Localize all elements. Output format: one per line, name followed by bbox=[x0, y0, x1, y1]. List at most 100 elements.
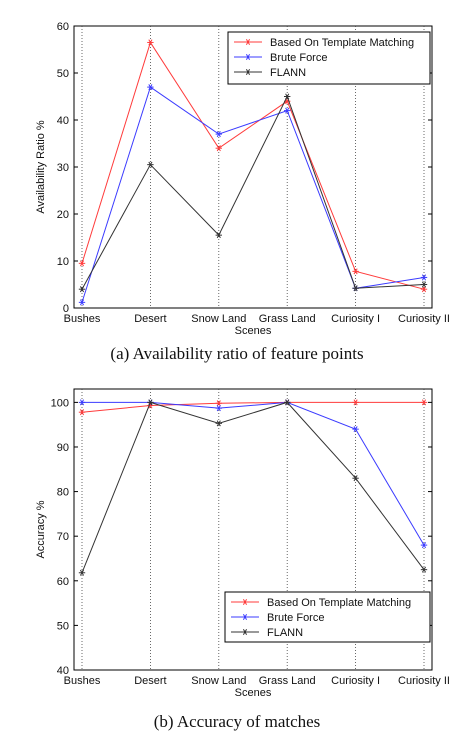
legend-marker bbox=[241, 613, 249, 621]
legend-entry: Brute Force bbox=[270, 52, 327, 64]
y-tick-label: 80 bbox=[57, 487, 69, 499]
series-line bbox=[81, 401, 424, 413]
data-point-marker bbox=[78, 569, 86, 576]
marker-stroke bbox=[148, 161, 153, 168]
accuracy-chart-panel: Bushes Desert Snow Land Grass Land Curiosity… bbox=[0, 375, 474, 750]
data-point-marker bbox=[352, 268, 359, 275]
data-point-marker bbox=[420, 281, 428, 288]
y-tick-label: 10 bbox=[57, 256, 69, 268]
marker-stroke bbox=[79, 569, 85, 576]
data-point-marker bbox=[215, 420, 222, 427]
marker-stroke bbox=[421, 281, 427, 288]
series-line bbox=[81, 41, 425, 290]
marker-stroke bbox=[353, 426, 358, 433]
marker-stroke bbox=[353, 268, 358, 275]
accuracy-chart-caption: (b) Accuracy of matches bbox=[153, 712, 321, 731]
data-point-marker bbox=[147, 161, 154, 168]
x-tick-label: Desert bbox=[134, 313, 166, 325]
data-point-marker bbox=[420, 274, 428, 281]
marker-stroke bbox=[353, 399, 358, 406]
data-point-marker bbox=[284, 399, 291, 406]
marker-stroke bbox=[245, 68, 251, 76]
marker-stroke bbox=[421, 566, 427, 573]
availability-chart-panel: Bushes Desert Snow Land Grass Land Curiosity… bbox=[0, 0, 474, 370]
legend: Based On Template Matching Brute Force FLA… bbox=[224, 591, 431, 643]
marker-stroke bbox=[148, 39, 153, 46]
data-point-marker bbox=[147, 39, 154, 46]
availability-chart-caption: (a) Availability ratio of feature points bbox=[110, 344, 364, 363]
data-point-marker bbox=[215, 131, 222, 138]
marker-stroke bbox=[79, 409, 85, 416]
series-line bbox=[81, 401, 425, 573]
data-point-marker bbox=[78, 286, 86, 293]
data-point-marker bbox=[420, 542, 428, 549]
y-tick-label: 20 bbox=[57, 209, 69, 221]
data-point-marker bbox=[352, 399, 359, 406]
data-point-marker bbox=[215, 232, 222, 239]
x-tick-label: Curiosity II bbox=[398, 675, 450, 687]
marker-stroke bbox=[353, 285, 358, 292]
x-tick-label: Desert bbox=[134, 675, 166, 687]
legend-marker bbox=[244, 38, 252, 46]
legend-entry: Based On Template Matching bbox=[267, 597, 411, 609]
y-tick-label: 60 bbox=[57, 21, 69, 33]
series-line bbox=[81, 86, 425, 303]
data-point-marker bbox=[147, 84, 154, 91]
series-line bbox=[82, 401, 425, 546]
marker-stroke bbox=[285, 107, 290, 114]
legend-entry: Based On Template Matching bbox=[270, 37, 414, 49]
accuracy-chart: Bushes Desert Snow Land Grass Land Curiosity… bbox=[35, 388, 450, 699]
legend-marker bbox=[244, 53, 252, 61]
x-tick-label: Curiosity I bbox=[331, 675, 380, 687]
marker-stroke bbox=[353, 475, 358, 482]
x-tick-label: Curiosity I bbox=[331, 313, 380, 325]
marker-stroke bbox=[242, 598, 248, 606]
x-tick-label: Grass Land bbox=[259, 313, 316, 325]
marker-stroke bbox=[285, 93, 290, 100]
y-tick-label: 50 bbox=[57, 620, 69, 632]
data-point-marker bbox=[215, 145, 222, 152]
data-point-marker bbox=[352, 475, 359, 482]
marker-stroke bbox=[245, 38, 251, 46]
x-tick-label: Snow Land bbox=[191, 313, 246, 325]
data-point-marker bbox=[215, 400, 222, 407]
marker-stroke bbox=[79, 286, 85, 293]
legend-box bbox=[227, 31, 431, 85]
series-line bbox=[81, 95, 425, 290]
legend-entry: FLANN bbox=[267, 627, 303, 639]
legend-marker bbox=[244, 68, 252, 76]
marker-stroke bbox=[216, 131, 221, 138]
marker-stroke bbox=[421, 274, 427, 281]
marker-stroke bbox=[79, 399, 85, 406]
data-point-marker bbox=[78, 399, 86, 406]
legend: Based On Template Matching Brute Force FLA… bbox=[227, 31, 431, 85]
data-point-marker bbox=[78, 299, 86, 306]
marker-stroke bbox=[148, 84, 153, 91]
x-tick-label: Curiosity II bbox=[398, 313, 450, 325]
data-point-marker bbox=[215, 405, 222, 412]
legend-marker bbox=[241, 598, 249, 606]
y-tick-label: 100 bbox=[51, 397, 69, 409]
y-tick-label: 60 bbox=[57, 576, 69, 588]
y-tick-label: 50 bbox=[57, 68, 69, 80]
availability-chart: Bushes Desert Snow Land Grass Land Curiosity… bbox=[35, 21, 450, 337]
x-tick-label: Grass Land bbox=[259, 675, 316, 687]
x-tick-label: Bushes bbox=[64, 675, 101, 687]
legend-box bbox=[224, 591, 431, 643]
marker-stroke bbox=[79, 299, 85, 306]
x-tick-label: Bushes bbox=[64, 313, 101, 325]
data-point-marker bbox=[420, 399, 428, 406]
data-point-marker bbox=[78, 409, 86, 416]
legend-entry: FLANN bbox=[270, 67, 306, 79]
marker-stroke bbox=[216, 145, 221, 152]
data-point-marker bbox=[352, 285, 359, 292]
y-tick-label: 30 bbox=[57, 162, 69, 174]
data-point-marker bbox=[284, 107, 291, 114]
marker-stroke bbox=[421, 399, 427, 406]
marker-stroke bbox=[79, 260, 85, 267]
y-axis-label: Availability Ratio % bbox=[35, 120, 47, 214]
data-point-marker bbox=[420, 286, 428, 293]
marker-stroke bbox=[242, 613, 248, 621]
marker-stroke bbox=[216, 232, 221, 239]
data-point-marker bbox=[284, 93, 291, 100]
